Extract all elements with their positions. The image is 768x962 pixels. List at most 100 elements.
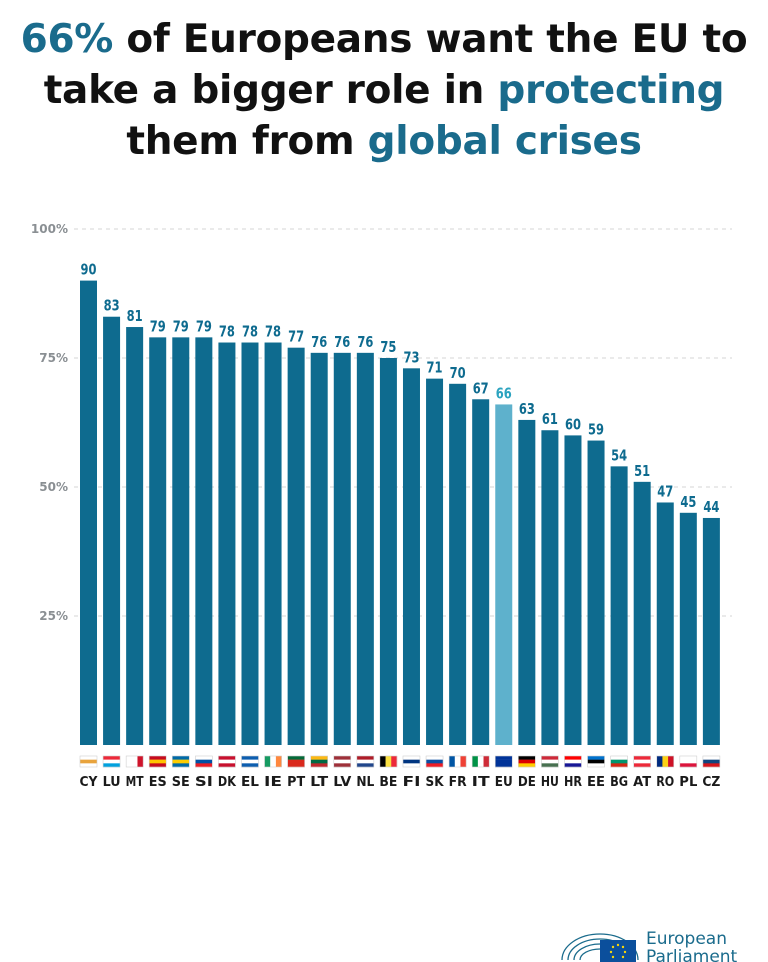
flag-stripe <box>702 759 720 764</box>
data-label: 83 <box>104 297 120 315</box>
category-label: EL <box>241 775 259 790</box>
flag-border <box>287 755 305 768</box>
category-label: DK <box>218 775 237 790</box>
bar <box>402 368 420 745</box>
flag-stripe <box>218 763 236 768</box>
category-label: IT <box>472 775 490 790</box>
flag-border <box>518 755 536 768</box>
category-label: HU <box>541 775 559 790</box>
flag-stripe <box>668 756 674 767</box>
flag-stripe <box>426 759 444 764</box>
flag-stripe <box>656 756 663 767</box>
flag-stripe <box>679 756 697 760</box>
y-tick-label: 50% <box>39 480 68 494</box>
title-text-2: take a bigger role in <box>43 68 498 113</box>
category-label: HR <box>564 775 582 790</box>
data-label: 78 <box>219 323 235 341</box>
flag-stripe <box>218 759 236 764</box>
flag-border <box>218 755 236 768</box>
flag-border <box>379 755 398 768</box>
flag-border <box>610 755 628 768</box>
category-label: LT <box>310 775 328 790</box>
flag-border <box>494 755 513 768</box>
category-label: PL <box>679 775 697 790</box>
bar <box>656 502 674 745</box>
flag-stripe <box>310 759 328 764</box>
flag-stripe <box>131 756 138 767</box>
bar <box>518 419 536 745</box>
flag-border <box>195 755 213 768</box>
flag-stripe <box>426 763 444 768</box>
flag-stripe <box>541 759 559 764</box>
bar <box>356 352 374 745</box>
data-label: 61 <box>542 410 558 428</box>
flag-border <box>356 755 375 768</box>
data-label: 73 <box>403 348 419 366</box>
data-label: 81 <box>127 307 143 325</box>
flag-stripe <box>356 756 374 760</box>
flag-border <box>333 755 352 768</box>
flag-stripe <box>241 763 259 768</box>
bar <box>310 352 328 745</box>
bar <box>80 280 97 745</box>
flag-stripe <box>241 756 259 760</box>
flag-border <box>679 755 698 768</box>
flag-stripe <box>679 759 697 764</box>
flag-border <box>125 755 144 768</box>
category-label: NL <box>356 775 374 790</box>
category-label: LV <box>333 775 351 790</box>
data-label: 54 <box>611 446 627 464</box>
bar <box>195 337 213 745</box>
flag-stripe <box>564 756 582 760</box>
flag-stripe <box>702 763 720 768</box>
flag-stripe <box>518 759 536 764</box>
flag-stripe <box>564 763 582 768</box>
category-label: DE <box>518 775 536 790</box>
data-label: 44 <box>703 498 719 516</box>
flag-stripe <box>477 756 484 767</box>
data-label: 76 <box>334 333 350 351</box>
flag-stripe <box>103 756 121 760</box>
data-label: 76 <box>357 333 373 351</box>
category-label: MT <box>126 775 144 790</box>
flag-stripe <box>126 756 133 767</box>
flag-stripe <box>518 763 536 768</box>
data-label: 78 <box>242 323 258 341</box>
flag-stripe <box>495 759 513 764</box>
category-label: BE <box>379 775 397 790</box>
bar <box>426 378 444 745</box>
flag-stripe <box>149 759 167 764</box>
flag-stripe <box>483 756 490 767</box>
category-label: ES <box>149 775 167 790</box>
flag-border <box>633 755 651 768</box>
flag-stripe <box>310 756 328 760</box>
flag-border <box>79 755 98 768</box>
bar <box>172 337 190 745</box>
category-label: BG <box>610 775 628 790</box>
category-label: RO <box>656 775 674 790</box>
flag-stripe <box>287 763 305 768</box>
title-text-1: of Europeans want the EU to <box>113 17 748 62</box>
bar <box>679 512 697 745</box>
flag-stripe <box>587 759 605 764</box>
bar <box>633 481 651 745</box>
flag-border <box>656 755 675 768</box>
category-label: SK <box>426 775 445 790</box>
flag-stripe <box>275 756 282 767</box>
category-label: EE <box>587 775 605 790</box>
data-label: 66 <box>496 384 512 402</box>
category-label: AT <box>633 775 651 790</box>
chart-title: 66% of Europeans want the EU to take a b… <box>0 14 768 167</box>
bar <box>149 337 167 745</box>
bar <box>472 399 490 745</box>
flag-stripe <box>149 763 167 768</box>
flag-stripe <box>633 756 651 760</box>
flag-stripe <box>172 763 190 768</box>
bar <box>587 440 605 745</box>
category-label: SI <box>195 775 213 790</box>
flag-border <box>241 755 259 768</box>
flag-border <box>541 755 559 768</box>
data-label: 67 <box>473 379 489 397</box>
flag-border <box>148 755 167 768</box>
flag-border <box>310 755 329 768</box>
